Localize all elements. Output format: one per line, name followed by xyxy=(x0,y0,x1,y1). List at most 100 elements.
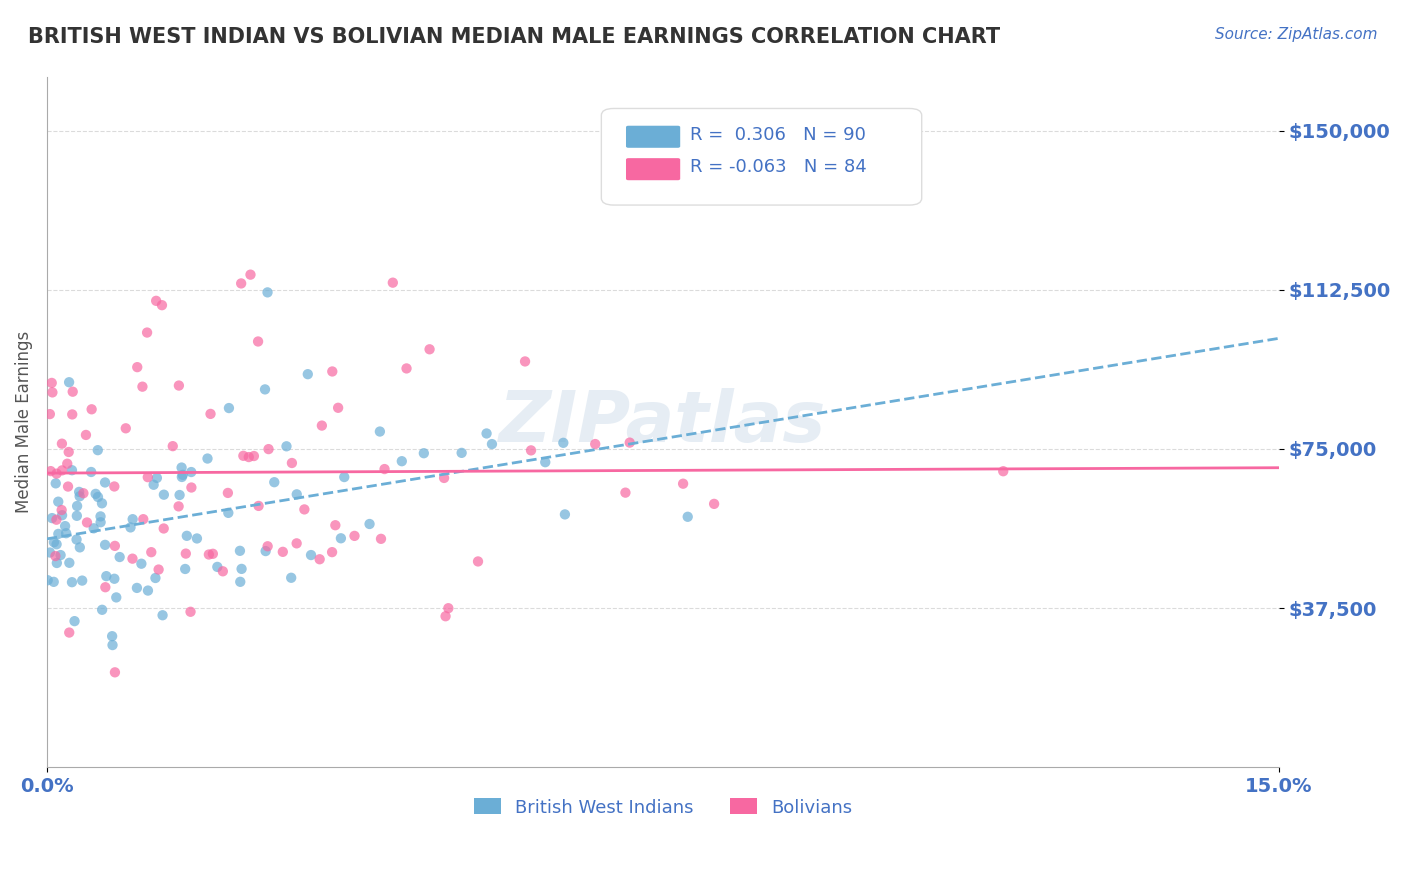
Point xyxy=(37,573,59,587)
Point xyxy=(66,508,89,523)
Point xyxy=(108,549,131,564)
Point xyxy=(145,571,167,585)
Point xyxy=(359,516,381,531)
Point xyxy=(373,462,395,476)
Point xyxy=(90,515,112,529)
Point xyxy=(253,383,276,397)
Point xyxy=(84,487,107,501)
Point xyxy=(51,508,73,523)
Point xyxy=(276,439,298,453)
Point xyxy=(343,529,366,543)
Point xyxy=(554,508,576,522)
Point xyxy=(619,435,641,450)
Legend: British West Indians, Bolivians: British West Indians, Bolivians xyxy=(467,791,859,824)
Point xyxy=(142,477,165,491)
Point xyxy=(321,364,343,378)
Point xyxy=(39,464,62,478)
Point xyxy=(513,354,536,368)
Point xyxy=(136,470,159,484)
Point xyxy=(232,449,254,463)
Point xyxy=(207,560,229,574)
Point xyxy=(297,367,319,381)
Point xyxy=(329,531,352,545)
Point xyxy=(281,456,304,470)
Point xyxy=(481,437,503,451)
Point xyxy=(257,442,280,456)
Point xyxy=(169,488,191,502)
Point xyxy=(170,460,193,475)
Point xyxy=(104,539,127,553)
Point xyxy=(676,509,699,524)
Point xyxy=(125,581,148,595)
Point xyxy=(243,449,266,463)
Text: BRITISH WEST INDIAN VS BOLIVIAN MEDIAN MALE EARNINGS CORRELATION CHART: BRITISH WEST INDIAN VS BOLIVIAN MEDIAN M… xyxy=(28,27,1000,46)
Text: R = -0.063   N = 84: R = -0.063 N = 84 xyxy=(690,158,868,176)
FancyBboxPatch shape xyxy=(602,109,922,205)
Point xyxy=(94,580,117,594)
Point xyxy=(60,575,83,590)
Point xyxy=(180,465,202,479)
Point xyxy=(218,401,240,415)
Point xyxy=(103,479,125,493)
Point xyxy=(172,467,194,482)
Point xyxy=(136,583,159,598)
Point xyxy=(299,548,322,562)
Point xyxy=(120,520,142,534)
Point xyxy=(247,334,270,349)
Point xyxy=(60,408,83,422)
Point xyxy=(520,443,543,458)
Point xyxy=(198,548,221,562)
Point xyxy=(42,535,65,549)
Point xyxy=(46,494,69,508)
Point xyxy=(51,503,73,517)
Point xyxy=(174,547,197,561)
Point xyxy=(170,470,193,484)
Point xyxy=(83,521,105,535)
Point xyxy=(433,471,456,485)
Point xyxy=(180,481,202,495)
Point xyxy=(94,538,117,552)
Point xyxy=(60,463,83,477)
Point xyxy=(217,506,239,520)
Point xyxy=(58,625,80,640)
Point xyxy=(45,556,67,570)
Point xyxy=(672,476,695,491)
Point xyxy=(38,407,60,421)
Point xyxy=(200,407,222,421)
Point xyxy=(993,464,1015,478)
Point xyxy=(49,548,72,562)
Point xyxy=(62,384,84,399)
Point xyxy=(51,463,73,477)
Point xyxy=(368,425,391,439)
Point xyxy=(131,557,153,571)
Point xyxy=(534,455,557,469)
Point xyxy=(167,500,190,514)
Point xyxy=(311,418,333,433)
Point xyxy=(96,569,118,583)
Point xyxy=(87,443,110,458)
Point xyxy=(239,268,262,282)
Point xyxy=(101,629,124,643)
FancyBboxPatch shape xyxy=(626,158,681,180)
Point xyxy=(148,563,170,577)
Text: ZIPatlas: ZIPatlas xyxy=(499,388,827,457)
Point xyxy=(238,450,260,464)
Point xyxy=(45,476,67,491)
Point xyxy=(53,519,76,533)
Point xyxy=(80,402,103,417)
Point xyxy=(325,518,347,533)
Point xyxy=(256,285,278,300)
Point xyxy=(105,591,128,605)
Point xyxy=(186,532,208,546)
Point xyxy=(201,547,224,561)
Point xyxy=(211,564,233,578)
Point xyxy=(63,614,86,628)
Point xyxy=(152,521,174,535)
Point xyxy=(280,571,302,585)
Point xyxy=(467,554,489,568)
Point xyxy=(437,601,460,615)
Point xyxy=(45,513,67,527)
Point xyxy=(292,502,315,516)
Point xyxy=(174,562,197,576)
Point xyxy=(46,527,69,541)
